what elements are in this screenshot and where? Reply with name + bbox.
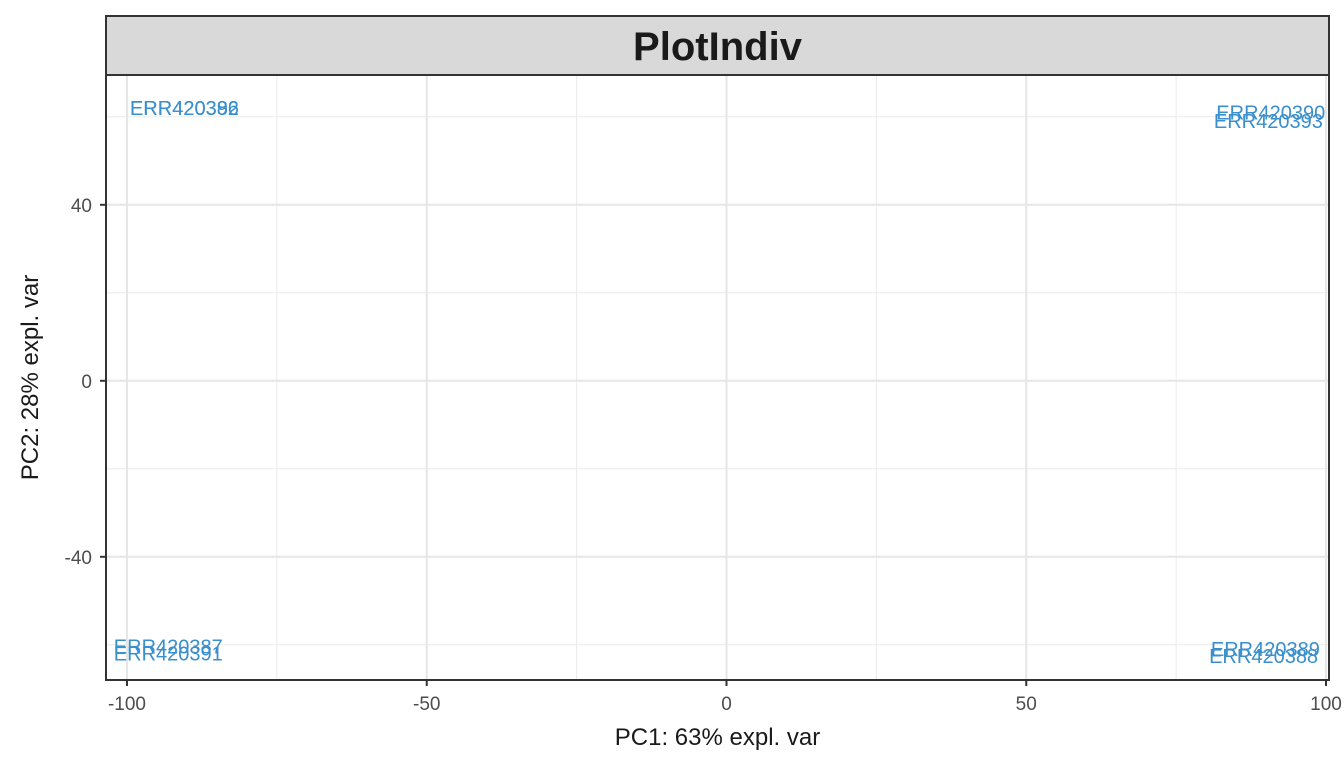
point-label: ERR420390 [1216,102,1325,124]
x-tick-label: -50 [413,694,440,715]
y-tick-label: -40 [65,548,92,569]
point-label: ERR420387 [114,637,223,659]
major-gridlines [106,75,1329,680]
panel-border [105,74,1330,681]
x-tick-label: 100 [1310,694,1342,715]
y-axis-title: PC2: 28% expl. var [17,275,44,480]
minor-gridlines [106,75,1329,680]
x-tick-label: -100 [108,694,146,715]
y-axis: -40 0 40 [65,196,106,569]
point-label: ERR420392 [130,98,239,120]
x-axis-title: PC1: 63% expl. var [615,724,820,751]
strip-background [105,15,1330,76]
point-label: ERR420388 [1209,646,1318,668]
chart-title: PlotIndiv [633,25,803,69]
point-label: ERR420386 [130,98,239,120]
point-label: ERR420391 [114,644,223,666]
y-tick-label: 40 [71,196,92,217]
point-label: ERR420389 [1211,639,1320,661]
point-label: ERR420393 [1214,111,1323,133]
x-tick-label: 0 [721,694,732,715]
y-tick-label: 0 [81,372,92,393]
x-axis: -100 -50 0 50 100 [108,680,1342,715]
x-tick-label: 50 [1016,694,1037,715]
